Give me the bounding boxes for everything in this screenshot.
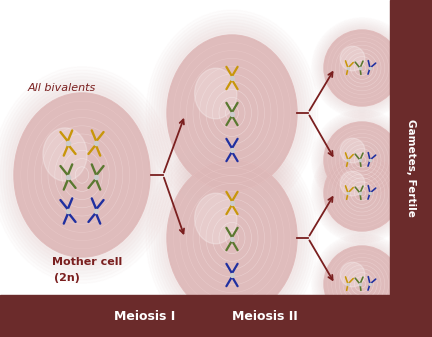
Bar [0, 295, 390, 337]
Ellipse shape [167, 35, 297, 191]
Ellipse shape [340, 171, 365, 196]
Ellipse shape [324, 30, 400, 106]
Ellipse shape [340, 262, 365, 287]
Text: (2n): (2n) [54, 273, 80, 283]
Text: Meiosis II: Meiosis II [232, 309, 298, 323]
Ellipse shape [324, 246, 400, 322]
Text: All bivalents: All bivalents [28, 83, 96, 93]
Text: Meiosis I: Meiosis I [114, 309, 176, 323]
Ellipse shape [195, 68, 237, 119]
Ellipse shape [324, 155, 400, 231]
Ellipse shape [195, 193, 237, 244]
Ellipse shape [43, 128, 87, 181]
Bar [390, 0, 432, 337]
Ellipse shape [340, 46, 365, 71]
Text: Mother cell: Mother cell [52, 257, 122, 267]
Ellipse shape [324, 122, 400, 198]
Ellipse shape [14, 93, 150, 257]
Ellipse shape [340, 138, 365, 163]
Text: Gametes, Fertile: Gametes, Fertile [406, 119, 416, 217]
Ellipse shape [167, 160, 297, 316]
